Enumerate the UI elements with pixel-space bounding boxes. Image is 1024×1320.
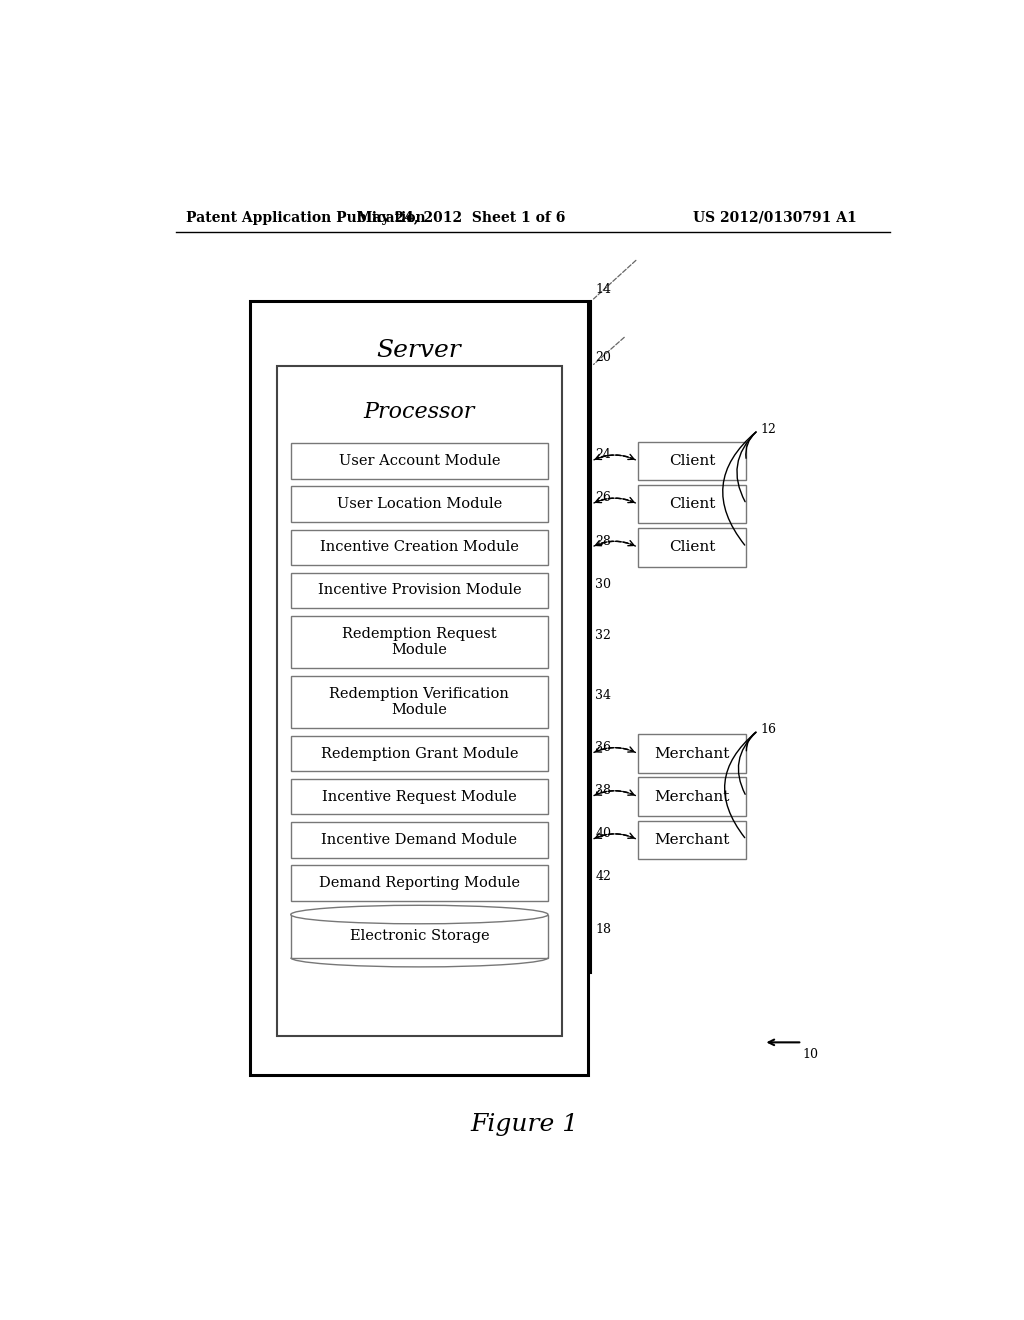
Text: Incentive Request Module: Incentive Request Module: [322, 789, 517, 804]
Text: 18: 18: [595, 924, 611, 936]
Text: Redemption Request
Module: Redemption Request Module: [342, 627, 497, 657]
Bar: [638, 528, 746, 566]
Text: Redemption Grant Module: Redemption Grant Module: [321, 747, 518, 760]
Text: 10: 10: [802, 1048, 818, 1061]
Text: 42: 42: [595, 870, 611, 883]
Text: Merchant: Merchant: [654, 789, 730, 804]
Text: Processor: Processor: [364, 401, 475, 422]
Text: 36: 36: [595, 741, 611, 754]
Text: Client: Client: [669, 498, 716, 511]
Text: 26: 26: [595, 491, 611, 504]
Text: Incentive Demand Module: Incentive Demand Module: [322, 833, 517, 847]
Text: US 2012/0130791 A1: US 2012/0130791 A1: [693, 211, 856, 224]
Text: 14: 14: [595, 282, 611, 296]
Bar: [638, 484, 746, 524]
Bar: [638, 442, 746, 480]
Bar: [291, 779, 548, 814]
Text: 32: 32: [595, 630, 611, 643]
Bar: [638, 777, 746, 816]
Bar: [291, 915, 548, 958]
Text: Demand Reporting Module: Demand Reporting Module: [318, 876, 520, 890]
Bar: [251, 301, 588, 1074]
Text: Server: Server: [377, 339, 462, 363]
Bar: [291, 822, 548, 858]
Text: Client: Client: [669, 540, 716, 554]
Text: 24: 24: [595, 449, 611, 462]
Text: Merchant: Merchant: [654, 833, 730, 847]
Ellipse shape: [291, 906, 548, 924]
Bar: [638, 734, 746, 774]
Text: Incentive Creation Module: Incentive Creation Module: [319, 540, 519, 554]
Bar: [291, 444, 548, 479]
Text: Client: Client: [669, 454, 716, 469]
Bar: [291, 573, 548, 609]
Text: User Location Module: User Location Module: [337, 498, 502, 511]
Text: Patent Application Publication: Patent Application Publication: [186, 211, 426, 224]
Text: Figure 1: Figure 1: [471, 1113, 579, 1137]
Text: 40: 40: [595, 828, 611, 841]
Bar: [291, 737, 548, 771]
Text: May 24, 2012  Sheet 1 of 6: May 24, 2012 Sheet 1 of 6: [357, 211, 565, 224]
Text: 12: 12: [761, 422, 776, 436]
Bar: [638, 821, 746, 859]
Bar: [291, 866, 548, 900]
Bar: [276, 367, 562, 1036]
Text: Redemption Verification
Module: Redemption Verification Module: [330, 686, 509, 717]
Bar: [291, 676, 548, 729]
Text: 16: 16: [761, 723, 776, 735]
Bar: [291, 487, 548, 521]
Bar: [291, 529, 548, 565]
Text: 34: 34: [595, 689, 611, 702]
Text: Incentive Provision Module: Incentive Provision Module: [317, 583, 521, 598]
Text: 30: 30: [595, 578, 611, 591]
Text: Merchant: Merchant: [654, 747, 730, 760]
Text: 38: 38: [595, 784, 611, 797]
Text: User Account Module: User Account Module: [339, 454, 500, 469]
Text: Electronic Storage: Electronic Storage: [349, 929, 489, 942]
Text: 20: 20: [595, 351, 611, 363]
Text: 28: 28: [595, 535, 611, 548]
Bar: [291, 615, 548, 668]
